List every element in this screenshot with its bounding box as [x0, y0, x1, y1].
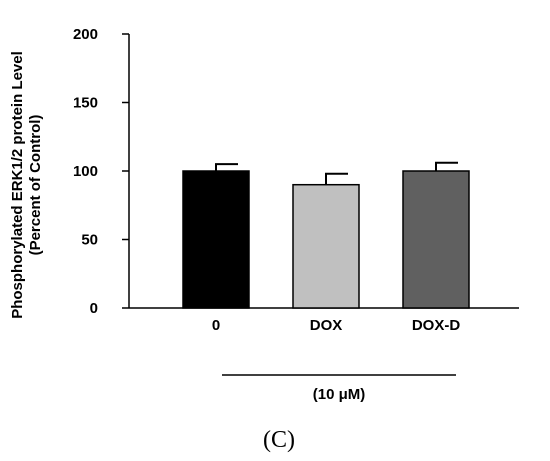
y-axis-title: Phosphorylated ERK1/2 protein Level (Per…	[9, 51, 44, 319]
bar-dox-d	[402, 170, 470, 309]
bars	[182, 170, 470, 309]
y-tick-label: 50	[81, 232, 98, 249]
x-tick-label: DOX-D	[412, 317, 461, 334]
bar-dox	[292, 183, 360, 309]
y-tick-label: 150	[73, 95, 98, 112]
y-tick-label: 200	[73, 26, 98, 43]
y-tick-label: 0	[90, 300, 98, 317]
x-axis-labels: 0 DOX DOX-D	[212, 317, 461, 334]
error-bars	[215, 161, 458, 185]
y-axis-title-line1: Phosphorylated ERK1/2 protein Level	[9, 51, 26, 319]
group-label: (10 μM)	[313, 386, 366, 403]
x-tick-label: DOX	[310, 317, 343, 334]
y-axis-ticks: 0 50 100 150 200	[73, 26, 129, 317]
y-axis-title-line2: (Percent of Control)	[27, 115, 44, 256]
y-tick-label: 100	[73, 163, 98, 180]
panel-label: (C)	[263, 427, 295, 453]
bar-0	[182, 170, 250, 309]
x-tick-label: 0	[212, 317, 220, 334]
